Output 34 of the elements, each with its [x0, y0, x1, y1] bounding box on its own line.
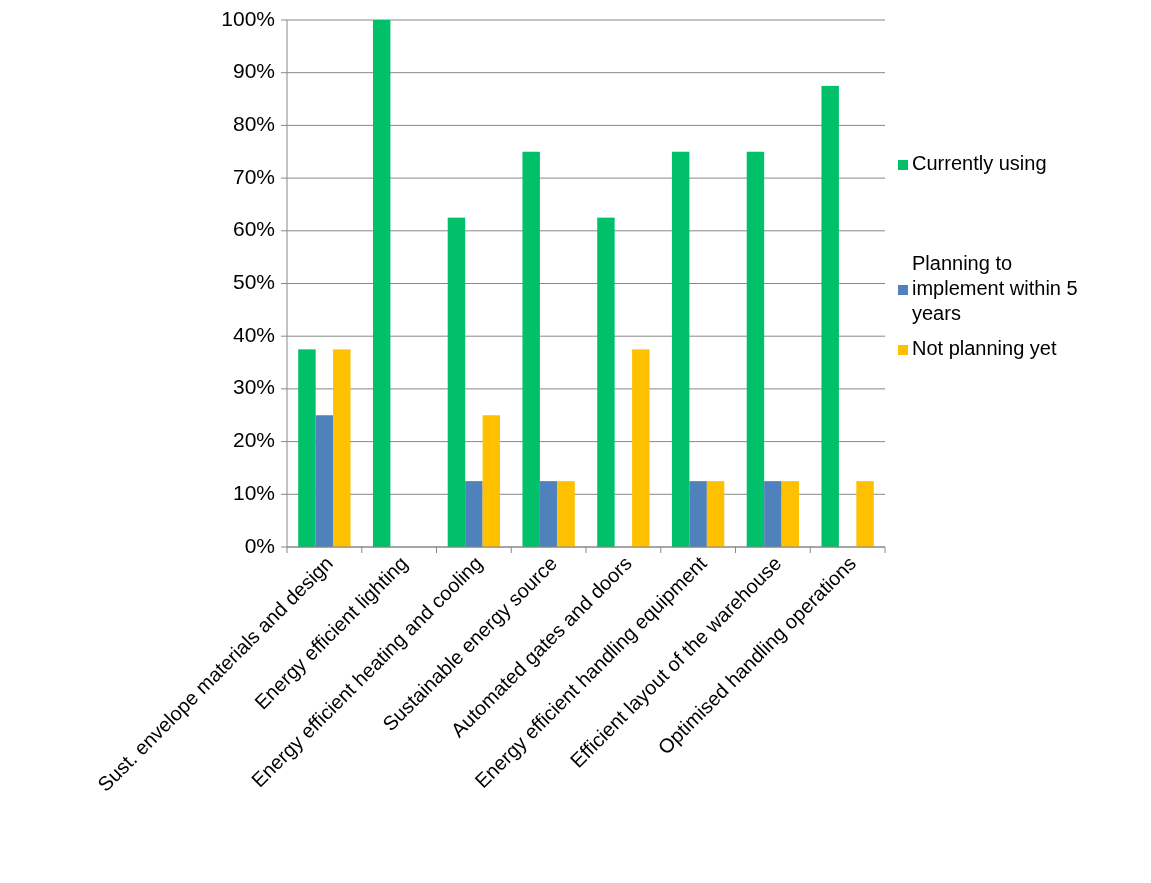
bar	[597, 217, 615, 547]
legend-label: Currently using	[912, 152, 1047, 175]
y-tick-label: 0%	[244, 533, 275, 557]
y-tick-label: 90%	[232, 59, 275, 83]
bar	[821, 85, 839, 547]
y-tick-label: 100%	[221, 6, 275, 30]
bar	[706, 481, 725, 547]
bar	[315, 415, 334, 547]
bar	[689, 481, 707, 547]
bar	[671, 151, 690, 547]
y-tick-label: 80%	[232, 111, 275, 135]
y-tick-label: 60%	[232, 217, 275, 241]
bar	[856, 481, 874, 547]
y-tick-label: 50%	[232, 270, 275, 294]
y-tick-label: 70%	[232, 164, 275, 188]
bar	[465, 481, 483, 547]
bar	[557, 481, 575, 547]
bar	[447, 217, 466, 547]
bar	[372, 20, 391, 547]
bar	[746, 151, 765, 547]
bar	[539, 481, 558, 547]
legend-label: Not planning yet	[912, 337, 1057, 360]
legend-label: Planning to implement within 5 years	[912, 252, 1078, 325]
bar	[764, 481, 782, 547]
bar	[632, 349, 650, 547]
y-tick-label: 10%	[232, 480, 275, 504]
y-tick-label: 20%	[232, 428, 275, 452]
bar	[333, 349, 351, 547]
y-tick-label: 30%	[232, 375, 275, 399]
bar	[781, 481, 800, 547]
bar	[482, 415, 501, 547]
bar	[298, 349, 316, 547]
bar	[522, 151, 540, 547]
y-tick-label: 40%	[232, 322, 275, 346]
